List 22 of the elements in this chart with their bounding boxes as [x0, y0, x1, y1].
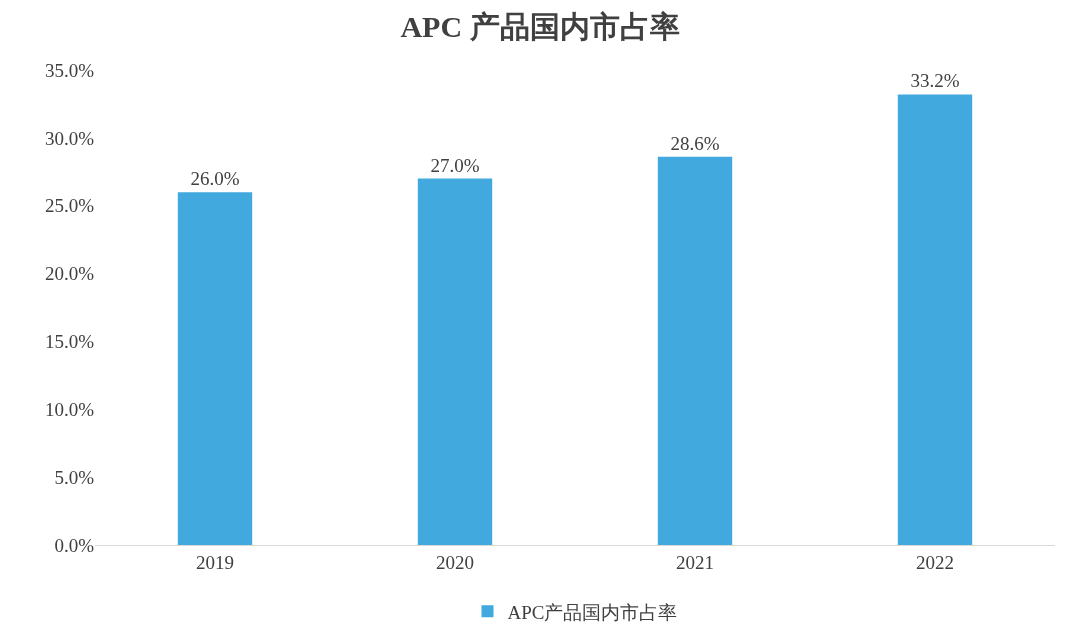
data-label: 27.0% — [430, 154, 480, 176]
y-tick-label: 20.0% — [44, 263, 95, 285]
bar — [897, 94, 973, 545]
chart-title: APC 产品国内市占率 — [400, 10, 680, 44]
x-tick-label: 2022 — [916, 551, 954, 573]
bar — [417, 178, 493, 545]
y-tick-label: 35.0% — [44, 59, 95, 81]
data-label: 26.0% — [190, 168, 240, 190]
y-tick-label: 30.0% — [44, 127, 95, 149]
y-tick-label: 5.0% — [54, 466, 95, 488]
y-tick-label: 15.0% — [44, 331, 95, 353]
bar — [177, 192, 253, 545]
y-tick-label: 25.0% — [44, 195, 95, 217]
x-tick-label: 2020 — [436, 551, 474, 573]
data-label: 28.6% — [670, 132, 720, 154]
y-tick-label: 0.0% — [54, 534, 95, 556]
bar — [657, 156, 733, 545]
x-tick-label: 2021 — [676, 551, 714, 573]
data-label: 33.2% — [910, 70, 960, 92]
y-tick-label: 10.0% — [44, 398, 95, 420]
legend-label: APC产品国内市占率 — [507, 601, 678, 623]
x-tick-label: 2019 — [196, 551, 234, 573]
